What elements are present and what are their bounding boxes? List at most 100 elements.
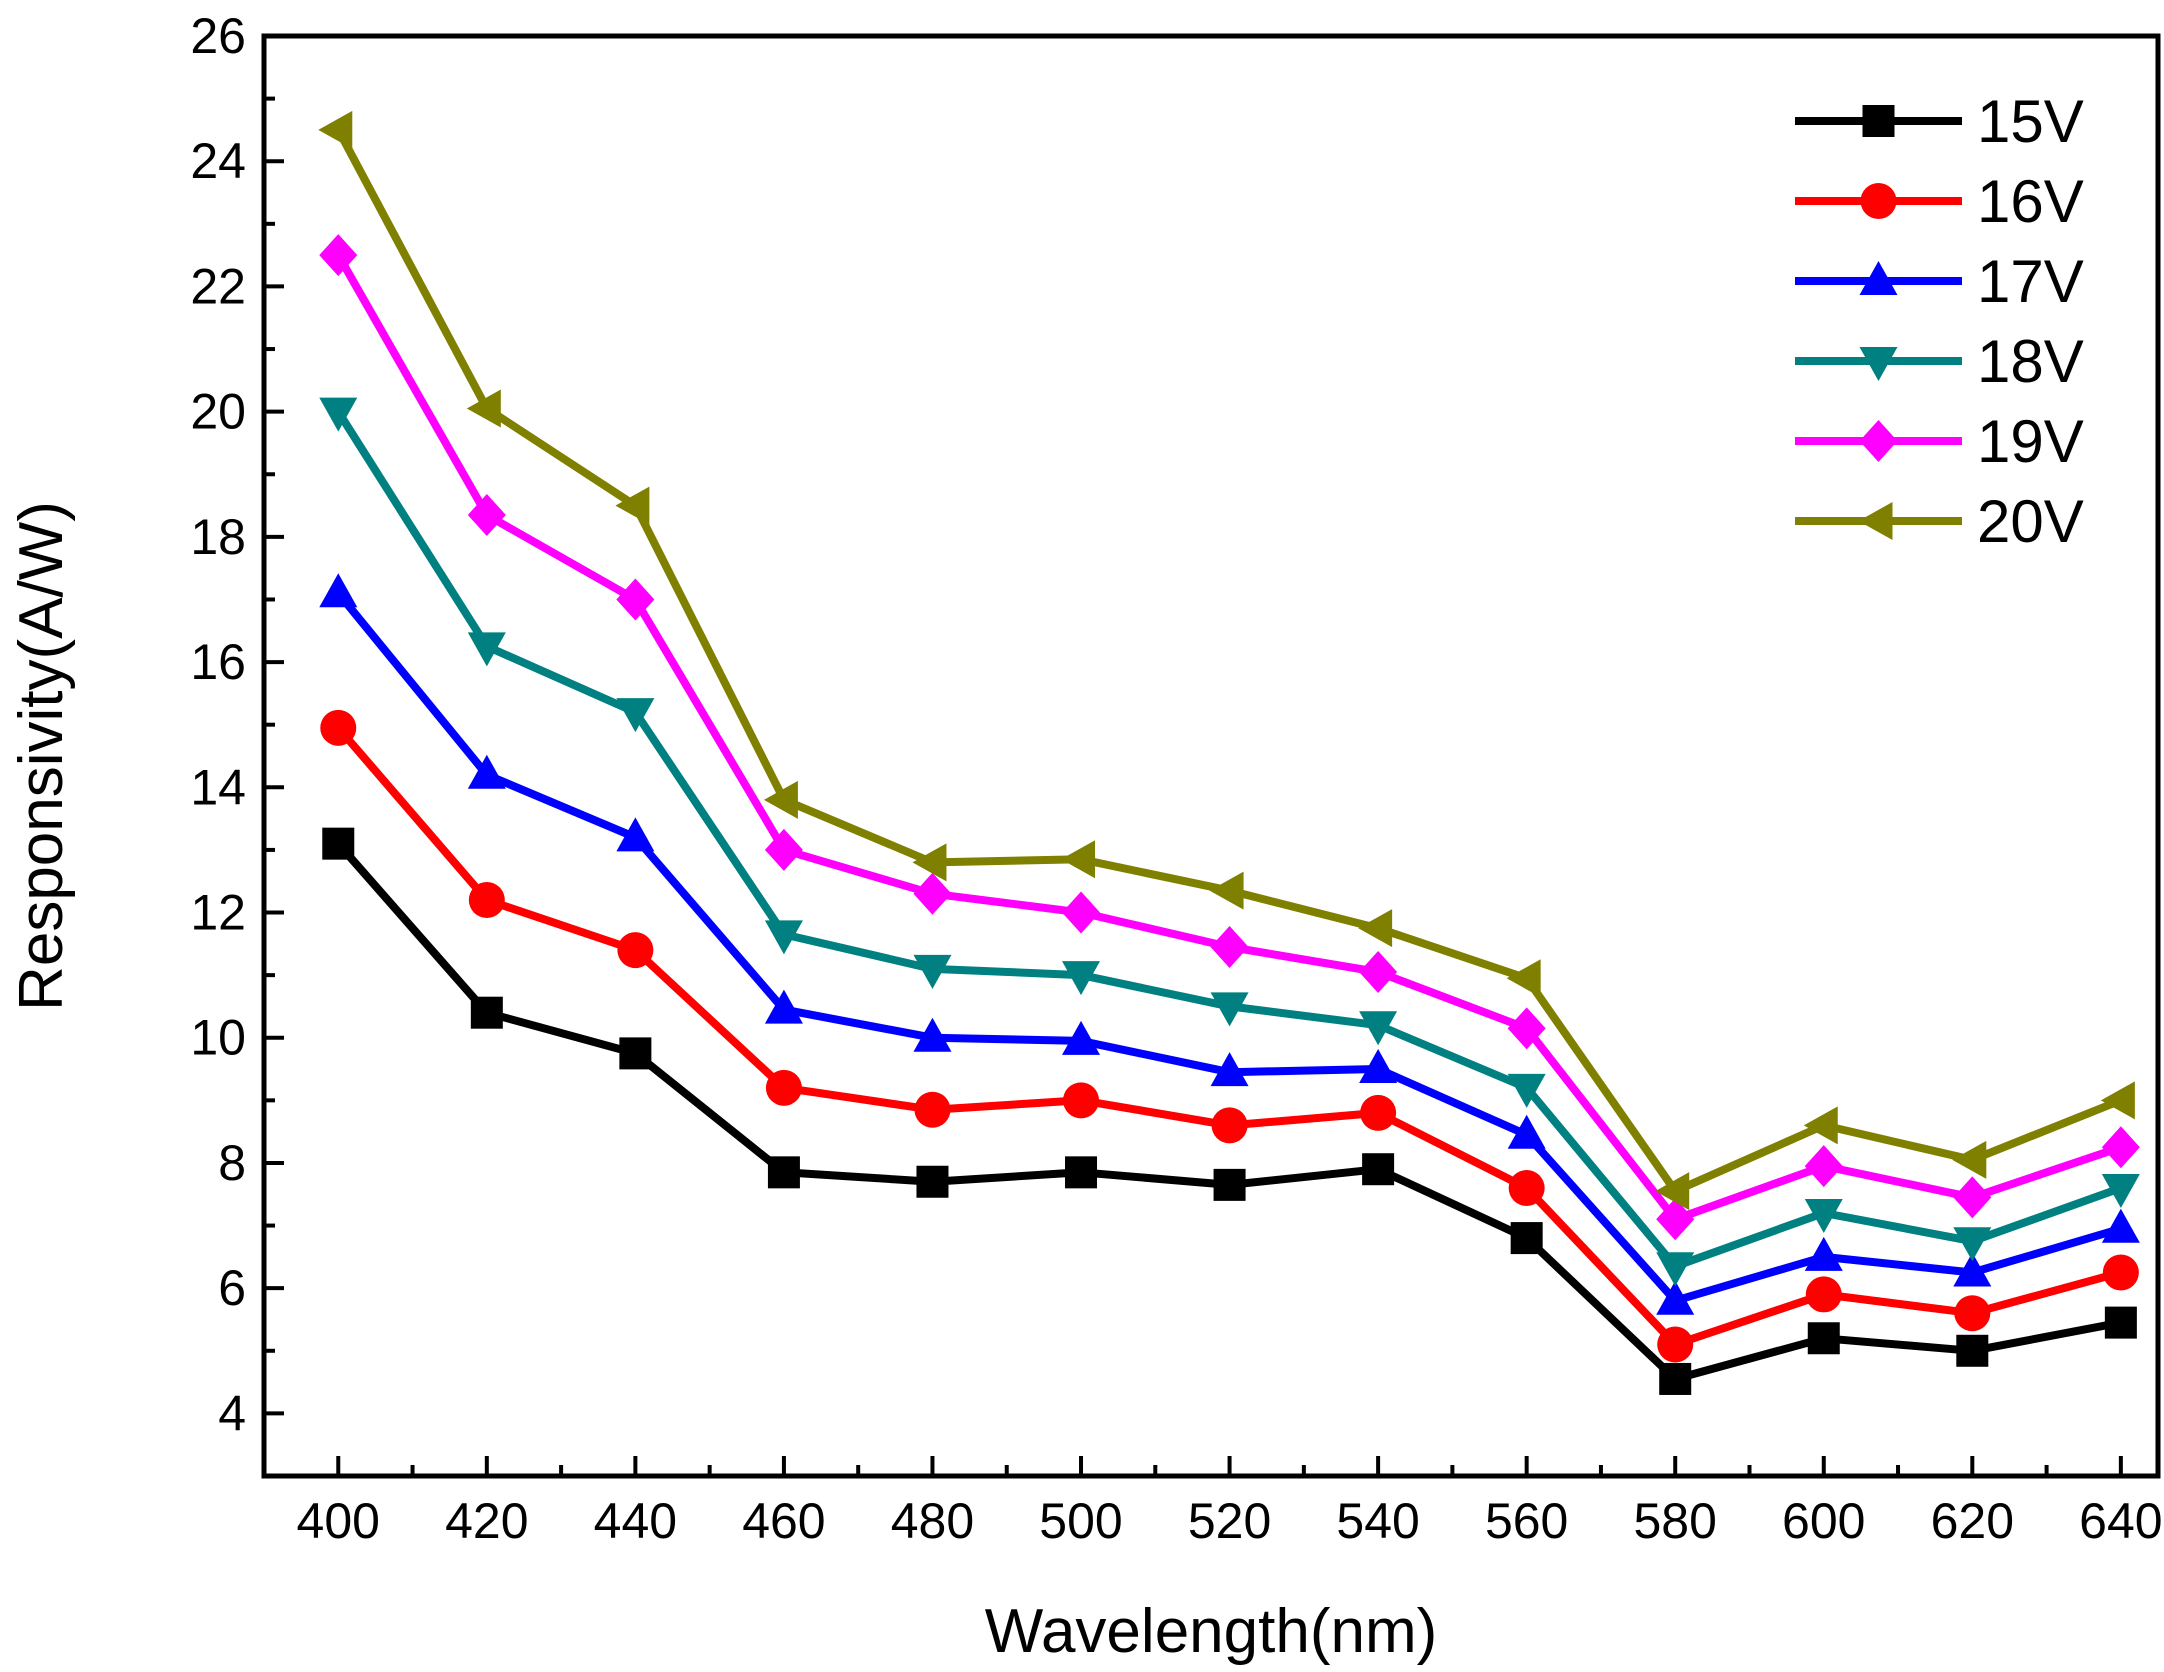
x-axis-title: Wavelength(nm) bbox=[985, 1597, 1438, 1666]
data-point-17V-400 bbox=[319, 573, 358, 608]
data-point-16V-560 bbox=[1508, 1170, 1545, 1206]
axis-tick-labels: 400 420 440 460 480 500 520 540 560 580 600 620 6404… bbox=[190, 8, 2162, 1549]
legend-item-18V: 18V bbox=[1795, 328, 2084, 395]
data-point-17V-440 bbox=[616, 817, 655, 852]
y-tick-label: 22 bbox=[190, 258, 246, 314]
y-tick-label: 20 bbox=[190, 384, 246, 440]
data-point-20V-520 bbox=[1209, 871, 1244, 910]
data-point-17V-540 bbox=[1359, 1049, 1398, 1084]
data-point-15V-620 bbox=[1956, 1334, 1989, 1367]
data-point-19V-480 bbox=[913, 872, 952, 915]
data-point-15V-440 bbox=[619, 1037, 652, 1070]
data-point-16V-540 bbox=[1360, 1094, 1397, 1131]
data-point-19V-560 bbox=[1507, 1007, 1546, 1050]
plot-frame bbox=[261, 33, 2161, 1479]
x-tick-label: 540 bbox=[1336, 1493, 1419, 1549]
data-point-20V-560 bbox=[1506, 959, 1541, 998]
legend-item-15V: 15V bbox=[1795, 88, 2084, 155]
legend-marker bbox=[1859, 261, 1898, 295]
legend-label: 19V bbox=[1977, 408, 2084, 475]
legend-label: 17V bbox=[1977, 248, 2084, 315]
data-point-20V-480 bbox=[912, 843, 947, 882]
x-tick-label: 640 bbox=[2079, 1493, 2162, 1549]
y-tick-label: 8 bbox=[218, 1135, 246, 1191]
legend-marker bbox=[1862, 105, 1895, 137]
y-tick-label: 24 bbox=[190, 133, 246, 189]
data-point-18V-460 bbox=[764, 920, 803, 955]
legend-label: 15V bbox=[1977, 88, 2084, 155]
x-tick-label: 600 bbox=[1782, 1493, 1865, 1549]
series-15V bbox=[322, 827, 2137, 1395]
data-point-20V-640 bbox=[2100, 1081, 2135, 1120]
data-point-15V-540 bbox=[1362, 1153, 1395, 1186]
data-point-20V-420 bbox=[466, 389, 501, 428]
x-tick-label: 520 bbox=[1188, 1493, 1271, 1549]
data-point-19V-420 bbox=[467, 493, 506, 536]
legend-marker bbox=[1859, 347, 1898, 381]
y-tick-label: 16 bbox=[190, 634, 246, 690]
x-tick-label: 500 bbox=[1039, 1493, 1122, 1549]
data-point-17V-600 bbox=[1804, 1236, 1843, 1271]
data-point-19V-440 bbox=[616, 578, 655, 621]
data-point-16V-420 bbox=[468, 882, 505, 918]
data-point-15V-560 bbox=[1510, 1222, 1543, 1255]
data-point-20V-460 bbox=[763, 780, 798, 819]
data-point-16V-600 bbox=[1805, 1276, 1842, 1313]
data-point-16V-580 bbox=[1657, 1326, 1694, 1363]
data-point-18V-400 bbox=[319, 397, 358, 432]
legend-label: 18V bbox=[1977, 328, 2084, 395]
x-tick-label: 440 bbox=[594, 1493, 677, 1549]
y-tick-label: 14 bbox=[190, 759, 246, 815]
data-point-18V-500 bbox=[1062, 961, 1101, 996]
data-point-15V-580 bbox=[1659, 1362, 1692, 1395]
legend-item-17V: 17V bbox=[1795, 248, 2084, 315]
data-point-19V-620 bbox=[1953, 1176, 1992, 1219]
x-tick-label: 400 bbox=[297, 1493, 380, 1549]
data-point-16V-640 bbox=[2102, 1254, 2139, 1291]
data-point-20V-580 bbox=[1655, 1172, 1690, 1211]
y-tick-label: 26 bbox=[190, 8, 246, 64]
data-point-16V-500 bbox=[1063, 1082, 1100, 1119]
x-tick-label: 580 bbox=[1633, 1493, 1716, 1549]
series-layer bbox=[318, 110, 2140, 1395]
data-point-17V-480 bbox=[913, 1017, 952, 1052]
data-point-19V-400 bbox=[319, 234, 358, 277]
data-point-18V-540 bbox=[1359, 1011, 1398, 1046]
series-17V bbox=[319, 573, 2140, 1315]
data-point-16V-460 bbox=[765, 1069, 802, 1106]
data-point-18V-580 bbox=[1656, 1252, 1695, 1287]
legend-item-16V: 16V bbox=[1795, 168, 2084, 235]
y-tick-label: 18 bbox=[190, 509, 246, 565]
legend-item-20V: 20V bbox=[1795, 488, 2084, 555]
y-tick-label: 10 bbox=[190, 1010, 246, 1066]
data-point-20V-440 bbox=[615, 486, 650, 525]
data-point-18V-620 bbox=[1953, 1227, 1992, 1262]
y-tick-label: 6 bbox=[218, 1260, 246, 1316]
data-point-16V-520 bbox=[1211, 1107, 1248, 1144]
data-point-15V-460 bbox=[767, 1156, 800, 1189]
data-point-15V-640 bbox=[2104, 1306, 2137, 1339]
series-line-16V bbox=[335, 725, 2122, 1349]
y-axis-title: Responsivity(A/W) bbox=[7, 501, 76, 1011]
legend-item-19V: 19V bbox=[1795, 408, 2084, 475]
axis-ticks bbox=[264, 34, 2123, 1476]
data-point-19V-540 bbox=[1359, 951, 1398, 993]
series-line-20V bbox=[334, 128, 2123, 1196]
data-point-17V-620 bbox=[1953, 1252, 1992, 1287]
data-point-19V-500 bbox=[1062, 891, 1101, 934]
data-point-19V-600 bbox=[1804, 1145, 1843, 1188]
data-point-15V-600 bbox=[1807, 1322, 1840, 1355]
series-19V bbox=[319, 234, 2140, 1241]
data-point-16V-440 bbox=[617, 932, 654, 969]
x-tick-label: 620 bbox=[1931, 1493, 2014, 1549]
data-point-20V-620 bbox=[1952, 1140, 1987, 1179]
data-point-17V-640 bbox=[2101, 1208, 2140, 1243]
data-point-18V-640 bbox=[2101, 1174, 2140, 1208]
data-point-16V-400 bbox=[320, 709, 357, 746]
x-tick-label: 480 bbox=[891, 1493, 974, 1549]
legend-marker bbox=[1858, 502, 1893, 540]
data-point-18V-480 bbox=[913, 954, 952, 989]
data-point-18V-600 bbox=[1804, 1199, 1843, 1234]
x-tick-label: 420 bbox=[445, 1493, 528, 1549]
